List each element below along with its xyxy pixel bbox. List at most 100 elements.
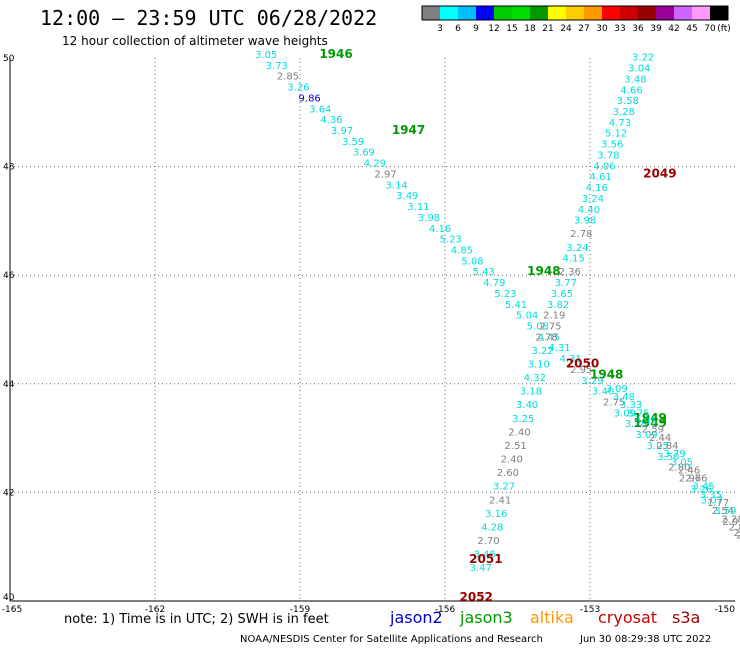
swh-point: 5.23 [440,235,462,246]
colorbar-label: 12 [488,24,499,34]
swh-point: 4.85 [451,245,473,256]
pass-time-label: 2052 [460,590,493,604]
pass-time-label: 1948 [590,367,623,381]
colorbar-swatch [692,6,710,20]
pass-time-label: 1947 [392,123,425,137]
swh-point: 3.16 [485,509,507,520]
swh-point: 3.27 [493,482,515,493]
colorbar-swatch [584,6,602,20]
colorbar-legend: 3 6 9 12 15 18 21 24 27 30 33 36 39 42 45 70 (ft) [421,5,731,34]
swh-point: 3.59 [342,137,364,148]
swh-point: 4.61 [590,172,612,183]
swh-point: 3.35 [700,490,722,501]
swh-point: 3.64 [309,104,331,115]
swh-point: 2.19 [543,311,565,322]
swh-point: 2.95 [570,365,592,376]
colorbar-swatch [440,6,458,20]
swh-point: 4.16 [586,183,608,194]
swh-point: 3.22 [532,346,554,357]
swh-point: 3.28 [613,107,635,118]
y-tick-label: 50 [3,54,15,64]
swh-point: 3.46 [474,550,496,561]
swh-point: 2.70 [477,536,499,547]
colorbar-label: 3 [437,24,443,34]
swh-point: 5.04 [516,311,538,322]
swh-point: 2.80 [668,463,690,474]
swh-point: 3.73 [266,61,288,72]
swh-point: 3.98 [574,216,596,227]
swh-point: 5.12 [605,129,627,140]
swh-point: 2.51 [504,441,526,452]
y-tick-label: 44 [3,380,15,390]
colorbar-swatch [512,6,530,20]
sat-legend-jason3: jason3 [460,608,513,627]
swh-point: 3.09 [605,384,627,395]
swh-point: 4.73 [609,118,631,129]
swh-point: 3.48 [613,392,635,403]
colorbar-swatch [548,6,566,20]
swh-point: 2.28 [736,531,740,542]
swh-point: 3.82 [547,300,569,311]
pass-time-label: 2051 [469,552,502,566]
x-tick-label: -159 [290,605,311,615]
colorbar-label: 27 [578,24,589,34]
colorbar-swatch [494,6,512,20]
swh-point: 3.04 [628,64,650,75]
swh-point: 3.77 [555,278,577,289]
swh-point: 3.79 [663,449,685,460]
swh-point: 3.69 [353,148,375,159]
colorbar-frame [421,5,729,21]
colorbar-label: 39 [650,24,662,34]
footer-note: note: 1) Time is in UTC; 2) SWH is in fe… [64,612,329,627]
colorbar-label: 70 [704,24,716,34]
swh-point: 2.36 [559,267,581,278]
swh-point: 4.16 [429,224,451,235]
x-tick-label: -150 [715,605,736,615]
swh-point: 2.44 [649,433,671,444]
sat-legend-jason2: jason2 [390,608,443,627]
swh-point: 2.40 [508,427,530,438]
footer-timestamp: Jun 30 08:29:38 UTC 2022 [580,634,712,645]
swh-point: 3.56 [601,140,623,151]
swh-point: 3.75 [627,408,649,419]
chart-title: 12:00 – 23:59 UTC 06/28/2022 [40,6,378,30]
swh-point: 3.05 [255,50,277,61]
colorbar-swatch [422,6,440,20]
swh-point: 3.98 [418,213,440,224]
swh-point: 3.24 [582,194,604,205]
colorbar-label: 33 [614,24,625,34]
colorbar-swatch [710,6,728,20]
swh-point: 2.75 [539,322,561,333]
y-tick-label: 42 [3,488,14,498]
swh-point: 3.11 [407,202,429,213]
colorbar-label: 45 [686,24,697,34]
colorbar-swatch [566,6,584,20]
pass-time-label: 1949 [634,411,667,425]
colorbar-label: 24 [560,24,572,34]
swh-point: 1.77 [707,498,729,509]
x-tick-label: -153 [580,605,600,615]
swh-point: 3.50 [657,452,679,463]
swh-point: 2.40 [501,455,523,466]
swh-point: 3.95 [634,417,656,428]
swh-point: 3.58 [617,96,639,107]
colorbar-label: 9 [473,24,479,34]
colorbar-label: 42 [668,24,679,34]
colorbar-label: 15 [506,24,517,34]
swh-point: 5.23 [494,289,516,300]
colorbar-label: 21 [542,24,553,34]
x-tick-label: -156 [435,605,456,615]
swh-point: 3.26 [690,484,712,495]
swh-point: 5.41 [505,300,527,311]
swh-point: 2.78 [570,229,592,240]
swh-point: 2.76 [685,474,707,485]
swh-point: 5.43 [473,267,495,278]
swh-point: 4.66 [620,85,642,96]
colorbar-swatch [656,6,674,20]
colorbar-label: 36 [632,24,644,34]
pass-time-label: 1948 [527,264,560,278]
swh-point: 3.65 [551,289,573,300]
swh-point: 4.40 [578,205,600,216]
